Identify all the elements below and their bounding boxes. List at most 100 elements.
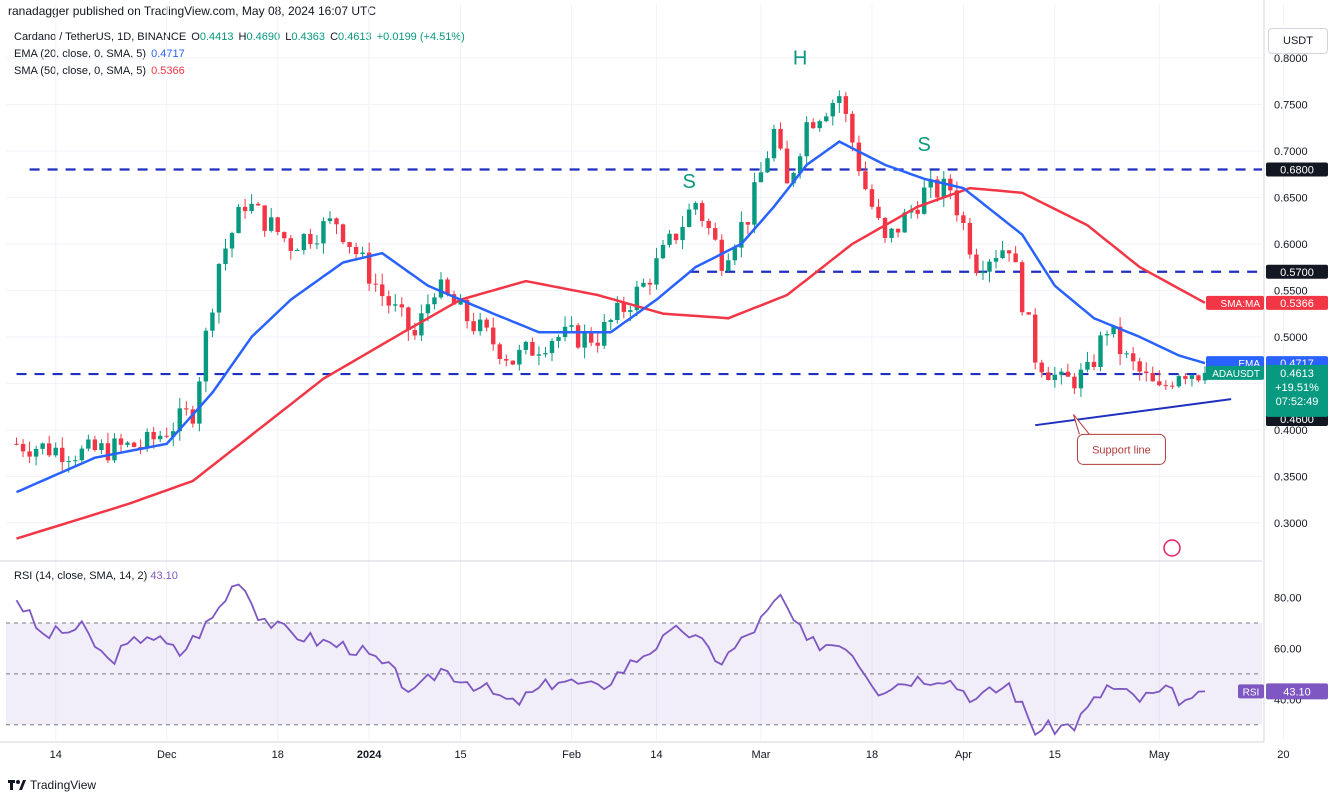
candle-body xyxy=(667,233,672,245)
price-grid xyxy=(6,4,1284,740)
y-tick-label: 0.3500 xyxy=(1274,471,1308,483)
candle-body xyxy=(882,218,888,238)
price-tags: 0.68000.57000.53660.47170.46000.4613+19.… xyxy=(1206,162,1328,700)
candle-body xyxy=(451,294,457,305)
candle-body xyxy=(608,320,613,323)
candle-body xyxy=(504,358,509,361)
candle-body xyxy=(269,217,274,231)
y-tick-label: 0.5500 xyxy=(1274,285,1308,297)
candle-body xyxy=(288,238,293,251)
left-shoulder-label: S xyxy=(682,171,695,193)
sma-legend[interactable]: SMA (50, close, 0, SMA, 5) 0.5366 xyxy=(14,65,185,77)
ohlc-change: +0.0199 (+4.51%) xyxy=(376,31,465,43)
candle-body xyxy=(419,313,424,336)
candle-body xyxy=(144,431,150,447)
x-tick-label: 20 xyxy=(1277,749,1289,761)
candle-body xyxy=(732,247,738,261)
candle-body xyxy=(1046,372,1051,381)
candle-body xyxy=(27,451,32,457)
candle-body xyxy=(275,217,280,233)
tradingview-watermark[interactable]: TradingView xyxy=(8,778,96,792)
support-callout-box xyxy=(1076,433,1166,465)
candle-body xyxy=(484,319,489,328)
candle-body xyxy=(366,252,372,284)
rsi-legend[interactable]: RSI (14, close, SMA, 14, 2) 43.10 xyxy=(14,570,178,582)
candle-body xyxy=(1059,371,1064,375)
candle-body xyxy=(784,148,790,184)
sma-tag-bg xyxy=(1206,295,1264,310)
candle-body xyxy=(641,282,646,287)
y-tick-label: 0.7500 xyxy=(1274,99,1308,111)
candle-body xyxy=(713,228,718,240)
right-shoulder-label: S xyxy=(918,134,931,156)
candle-body xyxy=(386,296,391,306)
candle-body xyxy=(236,206,241,234)
candle-body xyxy=(980,271,986,274)
candle-body xyxy=(686,209,692,227)
candle-body xyxy=(536,354,542,356)
candle-body xyxy=(308,234,313,245)
symbol-legend: Cardano / TetherUS, 1D, BINANCE O0.4413 … xyxy=(14,31,465,43)
candle-body xyxy=(151,431,156,440)
y-tick-label: 0.6000 xyxy=(1274,239,1308,251)
x-tick-label: May xyxy=(1149,749,1170,761)
sma-50-line xyxy=(16,186,1206,540)
candle-body xyxy=(216,264,222,313)
candle-body xyxy=(954,190,960,216)
candle-body xyxy=(634,286,640,311)
level-570-tag-bg xyxy=(1266,264,1328,279)
symbol-tag: ADAUSDT xyxy=(1212,369,1260,380)
candle-body xyxy=(615,302,620,321)
candle-body xyxy=(86,439,91,449)
candle-body xyxy=(621,302,627,312)
candle-body xyxy=(138,446,143,448)
sma-legend-value: 0.5366 xyxy=(151,65,185,77)
candle-body xyxy=(282,232,287,239)
candle-body xyxy=(1085,361,1090,370)
ema-20-line xyxy=(16,140,1206,494)
currency-button[interactable]: USDT xyxy=(1268,28,1328,54)
last-price-change: +19.51% xyxy=(1275,382,1319,394)
candle-body xyxy=(1157,381,1162,386)
y-tick-label: 0.8000 xyxy=(1274,53,1308,65)
rsi-legend-value: 43.10 xyxy=(150,570,178,582)
ohlc-open-label: O xyxy=(191,31,200,43)
candle-body xyxy=(967,222,973,255)
rsi-pane xyxy=(6,583,1262,737)
candle-body xyxy=(229,233,235,249)
candle-body xyxy=(360,252,365,255)
y-tick-label: 0.5000 xyxy=(1274,332,1308,344)
sma-value-tag: 0.5366 xyxy=(1280,298,1314,310)
x-tick-label: Feb xyxy=(562,749,581,761)
candle-body xyxy=(582,331,587,348)
candle-body xyxy=(262,205,267,231)
candle-body xyxy=(797,156,803,174)
candle-body xyxy=(105,443,111,461)
candle-body xyxy=(523,341,529,350)
candle-body xyxy=(1091,361,1097,368)
tradingview-logo-icon xyxy=(8,779,26,791)
support-callout-pointer xyxy=(1072,414,1090,435)
candle-body xyxy=(73,460,78,462)
symbol-tag-bg xyxy=(1206,365,1264,380)
annotations: S H S Support line xyxy=(682,47,1232,557)
candle-body xyxy=(817,121,822,129)
candle-body xyxy=(171,431,176,437)
candle-body xyxy=(33,448,39,457)
x-tick-label: 18 xyxy=(272,749,284,761)
ohlc-close-label: C xyxy=(330,31,339,43)
ema-legend[interactable]: EMA (20, close, 0, SMA, 5) 0.4717 xyxy=(14,48,185,60)
candle-body xyxy=(445,279,450,295)
candle-body xyxy=(1176,376,1182,387)
candle-body xyxy=(131,442,137,447)
candle-body xyxy=(771,128,777,159)
candle-body xyxy=(647,282,653,285)
candle-body xyxy=(549,340,555,354)
rsi-tick-label: 80.00 xyxy=(1274,593,1302,605)
candle-body xyxy=(1150,373,1155,382)
candle-body xyxy=(40,443,45,449)
candle-body xyxy=(791,173,796,184)
candle-body xyxy=(680,226,685,241)
candle-body xyxy=(1033,314,1038,363)
